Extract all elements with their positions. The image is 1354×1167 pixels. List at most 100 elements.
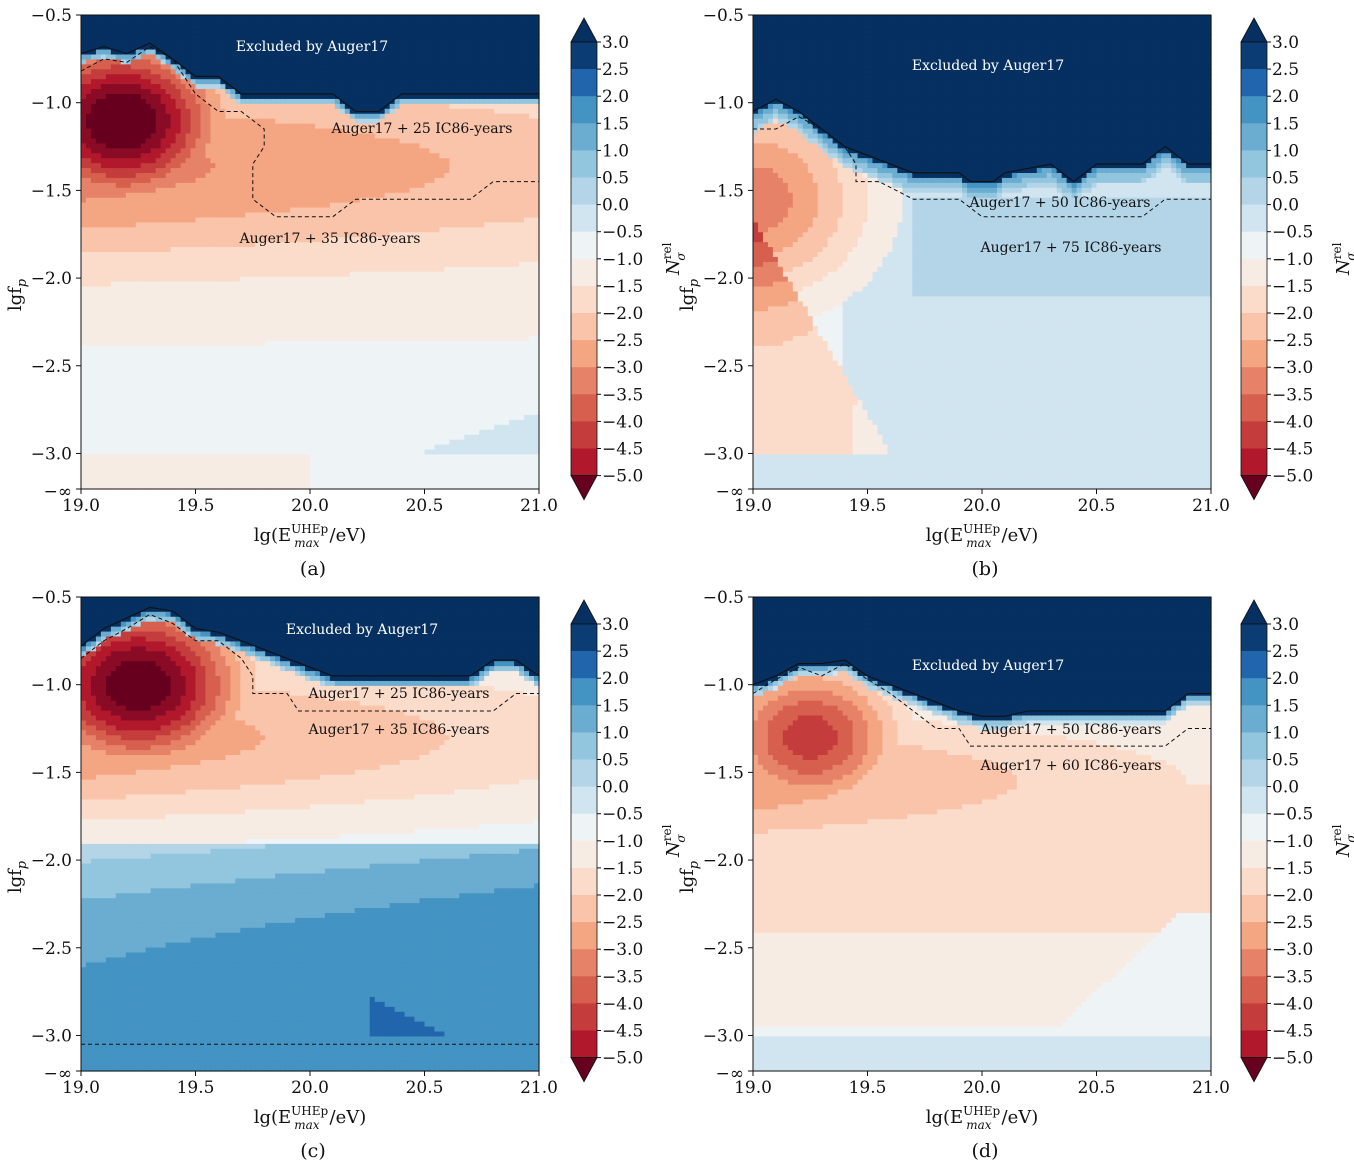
heat-cell <box>265 247 271 253</box>
heat-cell <box>156 237 162 243</box>
heat-cell <box>161 237 167 243</box>
heat-cell <box>320 168 326 174</box>
heat-cell <box>91 227 97 233</box>
heat-cell <box>106 35 112 41</box>
heat-cell <box>156 119 162 125</box>
heat-cell <box>86 351 92 357</box>
heat-cell <box>285 64 291 70</box>
heat-cell <box>81 30 87 36</box>
heat-cell <box>141 420 147 426</box>
heat-cell <box>171 479 177 485</box>
heat-cell <box>176 237 182 243</box>
heat-cell <box>81 292 87 298</box>
heat-cell <box>235 222 241 228</box>
heat-cell <box>101 479 107 485</box>
heat-cell <box>225 267 231 273</box>
heat-cell <box>200 20 206 26</box>
heat-cell <box>255 168 261 174</box>
heat-cell <box>225 306 231 312</box>
heat-cell <box>171 400 177 406</box>
heat-cell <box>200 247 206 253</box>
heat-cell <box>196 124 202 130</box>
heat-cell <box>166 84 172 90</box>
heat-cell <box>315 331 321 337</box>
heat-cell <box>181 464 187 470</box>
heat-cell <box>191 351 197 357</box>
heat-cell <box>270 64 276 70</box>
heat-cell <box>220 257 226 263</box>
heat-cell <box>191 385 197 391</box>
heat-cell <box>275 395 281 401</box>
heat-cell <box>275 267 281 273</box>
heat-cell <box>255 69 261 75</box>
heat-cell <box>315 124 321 130</box>
heat-cell <box>290 341 296 347</box>
heat-cell <box>111 400 117 406</box>
heat-cell <box>320 25 326 31</box>
heat-cell <box>255 30 261 36</box>
heat-cell <box>171 84 177 90</box>
heat-cell <box>176 454 182 460</box>
heat-cell <box>305 59 311 65</box>
heat-cell <box>285 321 291 327</box>
heat-cell <box>186 321 192 327</box>
heat-cell <box>131 114 137 120</box>
heat-cell <box>186 267 192 273</box>
heat-cell <box>200 232 206 238</box>
heat-cell <box>230 311 236 317</box>
heat-cell <box>161 99 167 105</box>
heat-cell <box>270 173 276 179</box>
heat-cell <box>215 474 221 480</box>
heat-cell <box>181 198 187 204</box>
heat-cell <box>186 247 192 253</box>
heat-cell <box>151 395 157 401</box>
heat-cell <box>305 341 311 347</box>
heat-cell <box>151 331 157 337</box>
heat-cell <box>141 119 147 125</box>
heat-cell <box>186 346 192 352</box>
heat-cell <box>305 326 311 332</box>
heat-cell <box>131 84 137 90</box>
heat-cell <box>230 282 236 288</box>
heat-cell <box>235 74 241 80</box>
heat-cell <box>101 287 107 293</box>
heat-cell <box>101 385 107 391</box>
heat-cell <box>275 257 281 263</box>
heat-cell <box>235 390 241 396</box>
heat-cell <box>275 30 281 36</box>
heat-cell <box>161 326 167 332</box>
heat-cell <box>305 129 311 135</box>
heat-cell <box>136 94 142 100</box>
heat-cell <box>166 69 172 75</box>
heat-cell <box>270 292 276 298</box>
heat-cell <box>96 375 102 381</box>
heat-cell <box>101 454 107 460</box>
heat-cell <box>111 104 117 110</box>
heat-cell <box>335 420 341 426</box>
heat-cell <box>200 257 206 263</box>
heat-cell <box>250 356 256 362</box>
heat-cell <box>295 440 301 446</box>
heat-cell <box>131 430 137 436</box>
heat-cell <box>176 371 182 377</box>
heat-cell <box>101 341 107 347</box>
heat-cell <box>156 356 162 362</box>
heat-cell <box>205 163 211 169</box>
heat-cell <box>136 158 142 164</box>
heat-cell <box>126 311 132 317</box>
heat-cell <box>196 469 202 475</box>
heat-cell <box>230 301 236 307</box>
heat-cell <box>325 119 331 125</box>
heat-cell <box>255 474 261 480</box>
heat-cell <box>146 459 152 465</box>
heat-cell <box>205 198 211 204</box>
heat-cell <box>116 143 122 149</box>
heat-cell <box>141 336 147 342</box>
heat-cell <box>96 316 102 322</box>
heat-cell <box>116 267 122 273</box>
heat-cell <box>275 168 281 174</box>
heat-cell <box>290 469 296 475</box>
heat-cell <box>191 183 197 189</box>
heat-cell <box>225 420 231 426</box>
heat-cell <box>161 188 167 194</box>
